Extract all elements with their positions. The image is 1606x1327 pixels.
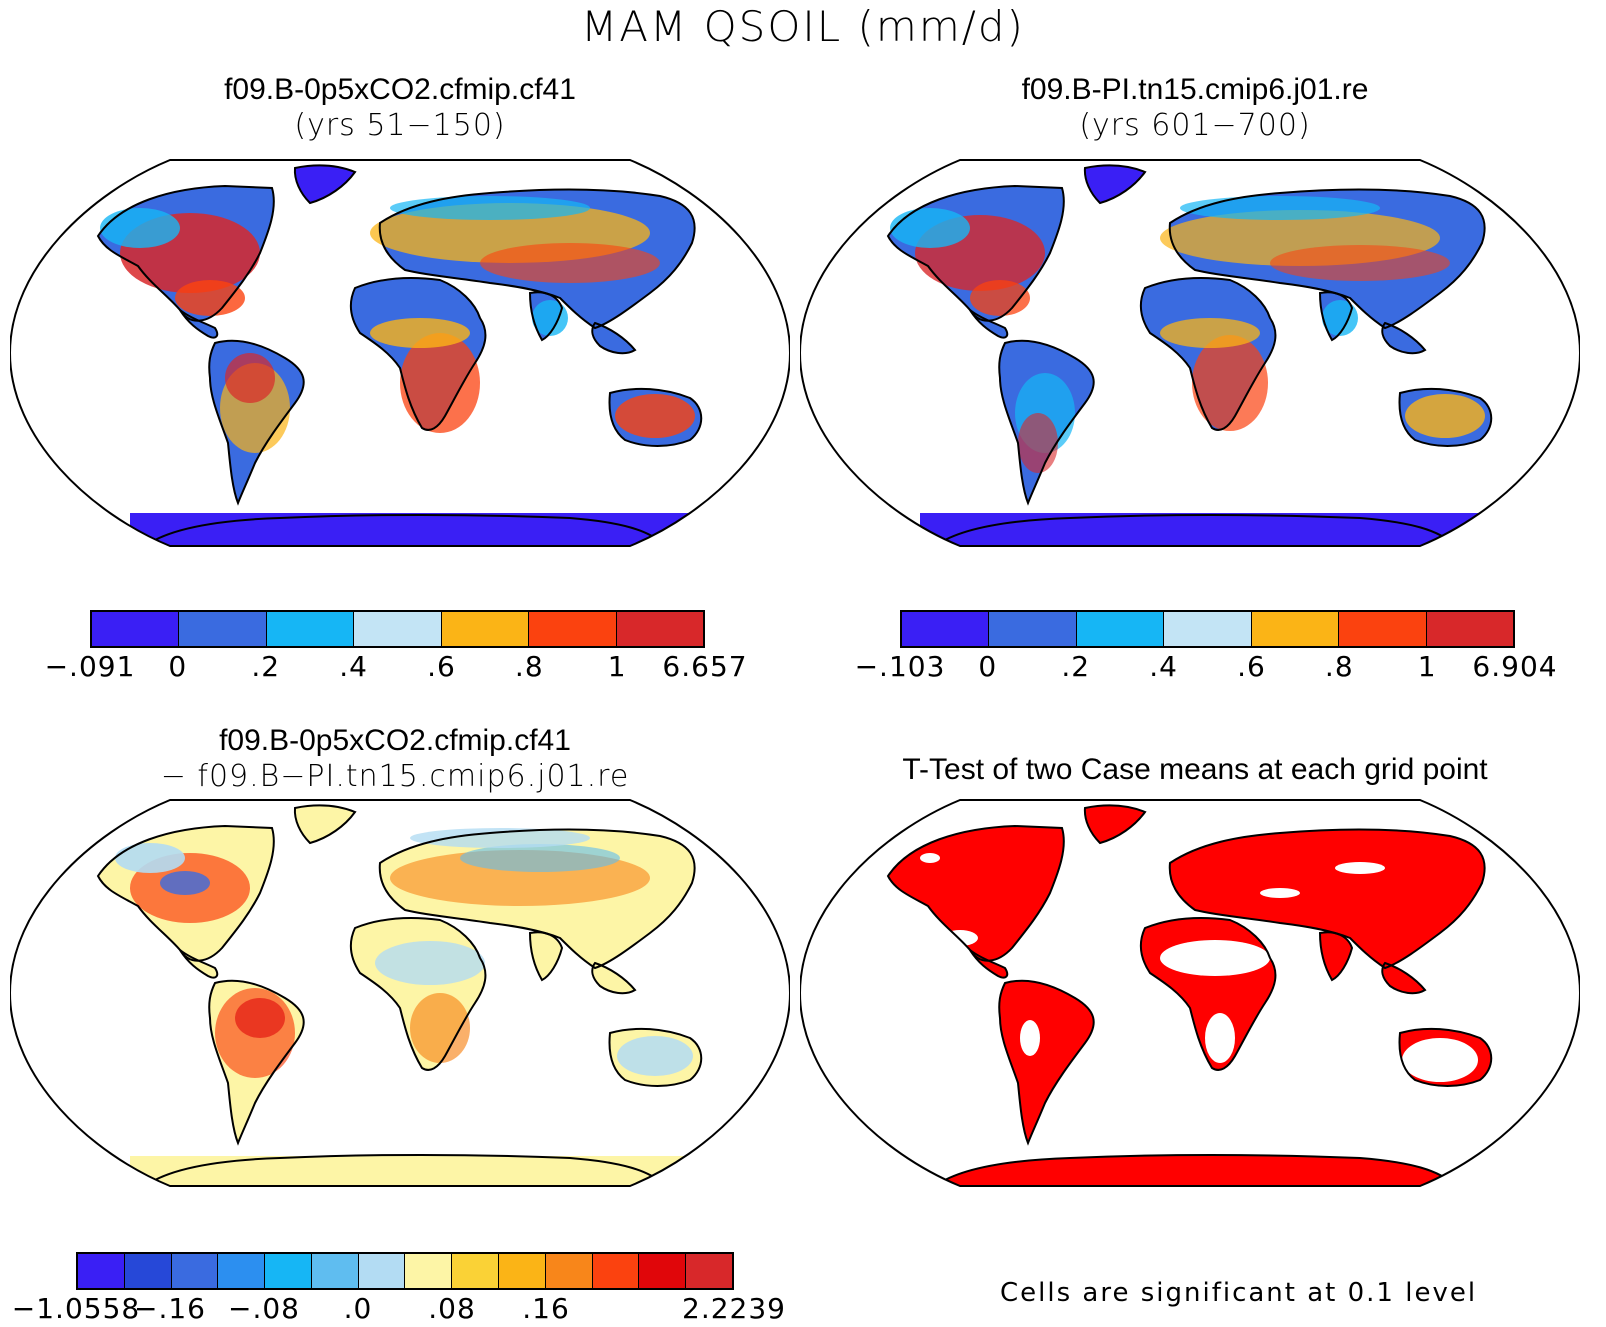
colorbar-swatch [902, 612, 990, 646]
panel3-title-line1: f09.B-0p5xCO2.cfmip.cf41 [219, 724, 571, 757]
colorbar-panel3-boxes [76, 1252, 734, 1290]
colorbar-tick-label: −.08 [228, 1292, 300, 1325]
colorbar-swatch [266, 612, 355, 646]
panel3-title: f09.B-0p5xCO2.cfmip.cf41 − f09.B−PI.tn15… [0, 723, 790, 795]
panel1-title: f09.B-0p5xCO2.cfmip.cf41 (yrs 51−150) [10, 72, 790, 144]
panel1-title-line1: f09.B-0p5xCO2.cfmip.cf41 [224, 73, 576, 106]
colorbar-panel2-boxes [900, 610, 1515, 648]
colorbar-swatch [265, 1254, 312, 1288]
panel1-title-line2: (yrs 51−150) [294, 108, 506, 143]
colorbar-swatch [452, 1254, 500, 1288]
colorbar-swatch [311, 1254, 359, 1288]
colorbar-swatch [686, 1254, 732, 1288]
colorbar-tick-label: −1.0558 [11, 1292, 141, 1325]
colorbar-swatch [499, 1254, 546, 1288]
colorbar-tick-label: 6.657 [662, 650, 748, 683]
colorbar-tick-label: .6 [427, 650, 456, 683]
panel1-field-overlay [100, 165, 695, 546]
colorbar-tick-label: .8 [1324, 650, 1354, 683]
colorbar-tick-label: −.103 [854, 650, 946, 683]
main-title: MAM QSOIL (mm/d) [581, 2, 1025, 51]
colorbar-swatch [441, 612, 530, 646]
colorbar-swatch [354, 612, 442, 646]
panel3-map [10, 799, 790, 1187]
colorbar-tick-label: .4 [339, 650, 368, 683]
panel4-title: T-Test of two Case means at each grid po… [800, 752, 1590, 788]
colorbar-swatch [1076, 612, 1165, 646]
colorbar-tick-label: −.091 [44, 650, 136, 683]
colorbar-tick-label: 0 [978, 650, 998, 683]
colorbar-tick-label: .16 [522, 1292, 570, 1325]
colorbar-panel2-labels: −.103 0 .2 .4 .6 .8 1 6.904 [855, 650, 1557, 684]
colorbar-swatch [1426, 612, 1513, 646]
panel2-field-overlay [890, 165, 1485, 546]
panel4-title-line1: T-Test of two Case means at each grid po… [902, 753, 1488, 786]
colorbar-tick-label: .2 [251, 650, 281, 683]
colorbar-tick-label: 1 [1417, 650, 1437, 683]
panel3-title-line2: − f09.B−PI.tn15.cmip6.j01.re [160, 759, 630, 794]
colorbar-swatch [529, 612, 617, 646]
colorbar-swatch [1251, 612, 1340, 646]
colorbar-panel1: −.091 0 .2 .4 .6 .8 1 6.657 [45, 610, 747, 684]
significance-note: Cells are significant at 0.1 level [1000, 1278, 1478, 1308]
colorbar-tick-label: .6 [1237, 650, 1266, 683]
colorbar-panel3: −1.0558 −.16 −.08 .0 .08 .16 2.2239 [12, 1252, 785, 1326]
colorbar-swatch [92, 612, 180, 646]
colorbar-swatch [179, 612, 267, 646]
panel2-map [800, 159, 1580, 547]
colorbar-tick-label: 1 [607, 650, 627, 683]
colorbar-tick-label: −.16 [134, 1292, 206, 1325]
colorbar-swatch [405, 1254, 453, 1288]
panel2-title-line2: (yrs 601−700) [1079, 108, 1311, 143]
colorbar-swatch [171, 1254, 219, 1288]
colorbar-swatch [218, 1254, 266, 1288]
colorbar-swatch [592, 1254, 640, 1288]
colorbar-tick-label: .8 [514, 650, 544, 683]
colorbar-swatch [124, 1254, 172, 1288]
colorbar-panel2: −.103 0 .2 .4 .6 .8 1 6.904 [855, 610, 1557, 684]
panel3-field-overlay [115, 828, 693, 1186]
colorbar-tick-label: 0 [168, 650, 188, 683]
colorbar-panel1-labels: −.091 0 .2 .4 .6 .8 1 6.657 [45, 650, 747, 684]
panel4-map [800, 799, 1580, 1187]
colorbar-swatch [616, 612, 703, 646]
panel2-title: f09.B-PI.tn15.cmip6.j01.re (yrs 601−700) [800, 72, 1590, 144]
colorbar-tick-label: 2.2239 [682, 1292, 786, 1325]
panel1-map [10, 159, 790, 547]
colorbar-tick-label: .08 [428, 1292, 476, 1325]
colorbar-tick-label: .4 [1149, 650, 1178, 683]
colorbar-tick-label: .0 [343, 1292, 373, 1325]
colorbar-swatch [989, 612, 1077, 646]
colorbar-swatch [545, 1254, 593, 1288]
colorbar-panel1-boxes [90, 610, 705, 648]
colorbar-tick-label: .2 [1061, 650, 1091, 683]
colorbar-swatch [358, 1254, 406, 1288]
panel2-title-line1: f09.B-PI.tn15.cmip6.j01.re [1021, 73, 1369, 106]
colorbar-swatch [639, 1254, 687, 1288]
colorbar-swatch [1164, 612, 1252, 646]
colorbar-swatch [78, 1254, 125, 1288]
colorbar-tick-label: 6.904 [1472, 650, 1558, 683]
colorbar-swatch [1339, 612, 1427, 646]
colorbar-panel3-labels: −1.0558 −.16 −.08 .0 .08 .16 2.2239 [12, 1292, 785, 1326]
panel4-insignificant-cells [920, 853, 1478, 1082]
